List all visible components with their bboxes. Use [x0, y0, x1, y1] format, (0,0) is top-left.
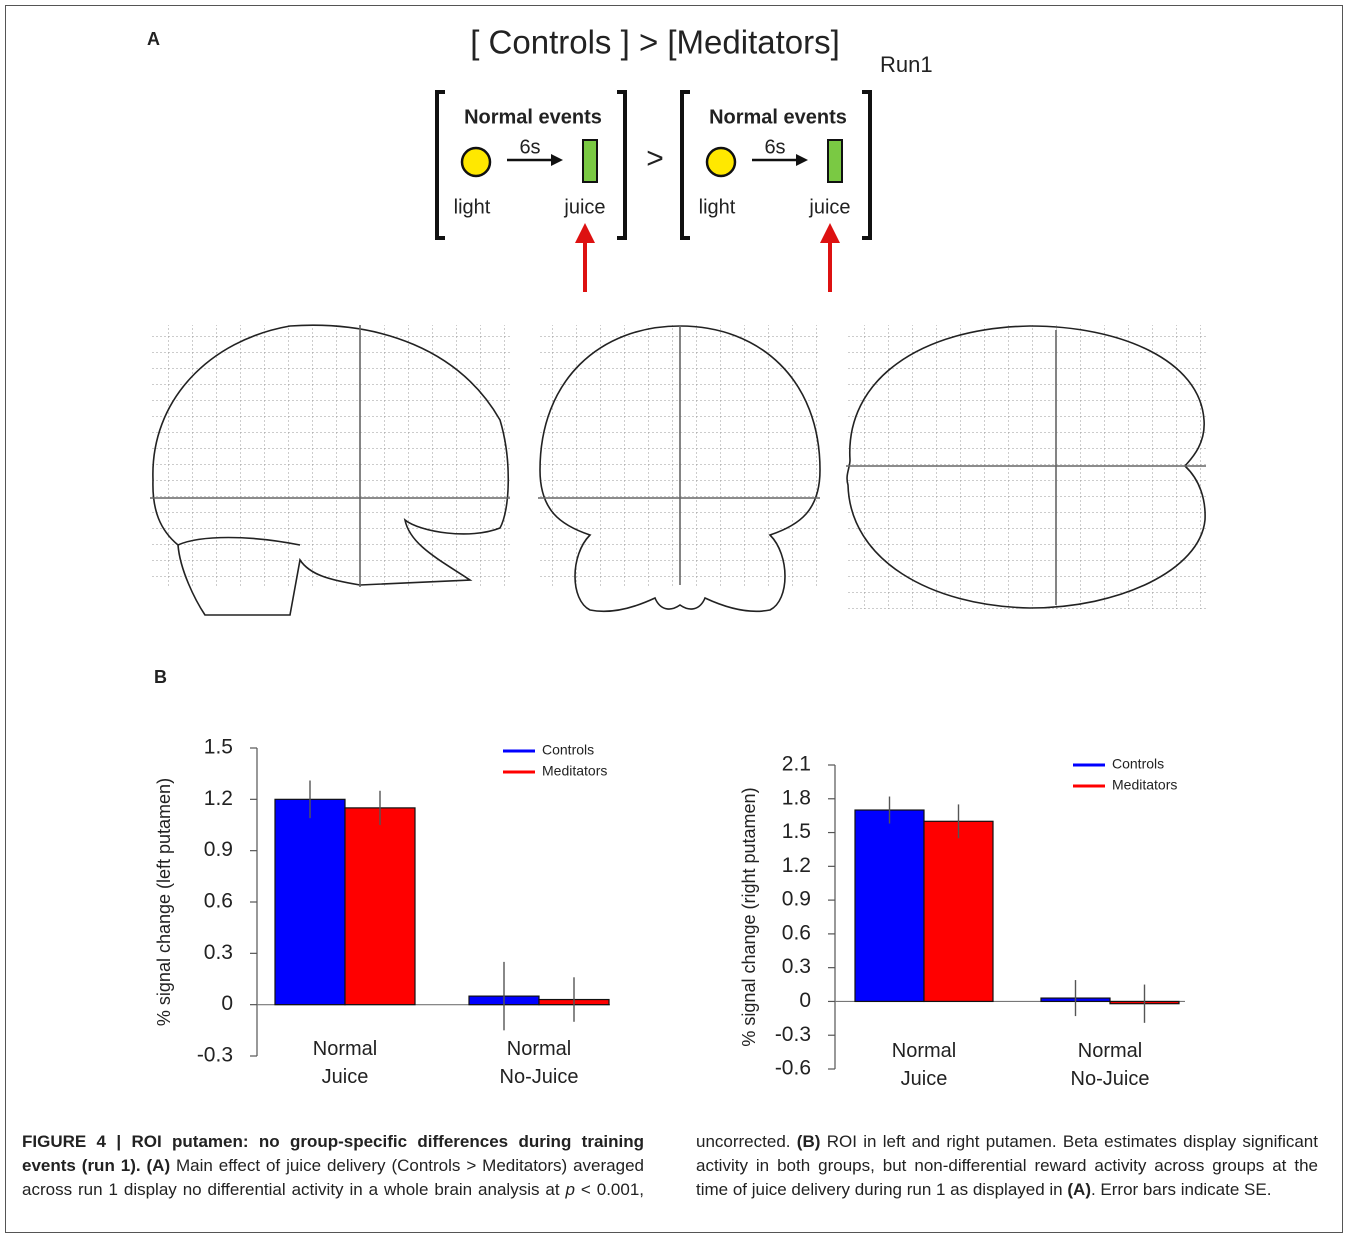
- bar: [924, 821, 993, 1001]
- figure-caption: FIGURE 4 | ROI putamen: no group-specifi…: [22, 1130, 1318, 1202]
- legend-label: Controls: [542, 742, 594, 758]
- y-tick-label: 1.5: [782, 820, 811, 843]
- bracket: [437, 92, 445, 238]
- pointer-arrowhead: [575, 223, 595, 243]
- box-heading: Normal events: [464, 106, 602, 128]
- y-tick-label: 2.1: [782, 753, 811, 776]
- bar: [275, 799, 345, 1004]
- caption-text: (A): [1067, 1180, 1091, 1199]
- y-axis-label: % signal change (right putamen): [739, 787, 759, 1046]
- box-comparator: >: [646, 142, 664, 175]
- delay-arrowhead: [551, 154, 563, 166]
- bracket: [682, 92, 690, 238]
- y-tick-label: 0: [221, 992, 233, 1015]
- cue-label: light: [454, 196, 491, 218]
- reward-label: juice: [563, 196, 605, 218]
- bar: [855, 810, 924, 1001]
- caption-text: (A): [141, 1156, 171, 1175]
- delay-label: 6s: [519, 136, 540, 158]
- bracket: [617, 92, 625, 238]
- contrast-subscript: Run1: [880, 52, 933, 77]
- y-tick-label: -0.6: [775, 1057, 811, 1080]
- y-tick-label: 0.6: [204, 890, 233, 913]
- delay-arrowhead: [796, 154, 808, 166]
- light-icon: [707, 148, 735, 176]
- bar: [345, 808, 415, 1005]
- juice-icon: [583, 140, 597, 182]
- y-tick-label: 1.2: [204, 787, 233, 810]
- y-tick-label: 0.9: [204, 838, 233, 861]
- light-icon: [462, 148, 490, 176]
- y-axis-label: % signal change (left putamen): [154, 778, 174, 1026]
- contrast-title: [ Controls ] > [Meditators]: [470, 24, 840, 61]
- y-tick-label: 0.9: [782, 888, 811, 911]
- cue-label: light: [699, 196, 736, 218]
- legend-label: Meditators: [1112, 777, 1177, 793]
- glass-brain-coronal: [538, 325, 820, 611]
- panel-label: B: [154, 667, 167, 687]
- caption-text: (B): [797, 1132, 821, 1151]
- delay-label: 6s: [764, 136, 785, 158]
- caption-text: p: [566, 1180, 575, 1199]
- juice-icon: [828, 140, 842, 182]
- y-tick-label: 1.5: [204, 736, 233, 759]
- pointer-arrowhead: [820, 223, 840, 243]
- y-tick-label: 0.3: [204, 941, 233, 964]
- reward-label: juice: [808, 196, 850, 218]
- figure: A [ Controls ] > [Meditators] Run1 > Nor…: [0, 0, 1348, 1237]
- y-tick-label: 0.6: [782, 921, 811, 944]
- y-tick-label: 0.3: [782, 955, 811, 978]
- y-tick-label: 0: [799, 989, 811, 1012]
- legend-label: Meditators: [542, 763, 607, 779]
- y-tick-label: 1.2: [782, 854, 811, 877]
- y-tick-label: 1.8: [782, 786, 811, 809]
- glass-brain-sagittal: [150, 325, 510, 615]
- box-heading: Normal events: [709, 106, 847, 128]
- bracket: [862, 92, 870, 238]
- legend-label: Controls: [1112, 756, 1164, 772]
- caption-text: . Error bars indicate SE.: [1091, 1180, 1271, 1199]
- glass-brain-axial: [846, 325, 1206, 609]
- y-tick-label: -0.3: [775, 1023, 811, 1046]
- panel-label: A: [147, 29, 160, 49]
- y-tick-label: -0.3: [197, 1044, 233, 1067]
